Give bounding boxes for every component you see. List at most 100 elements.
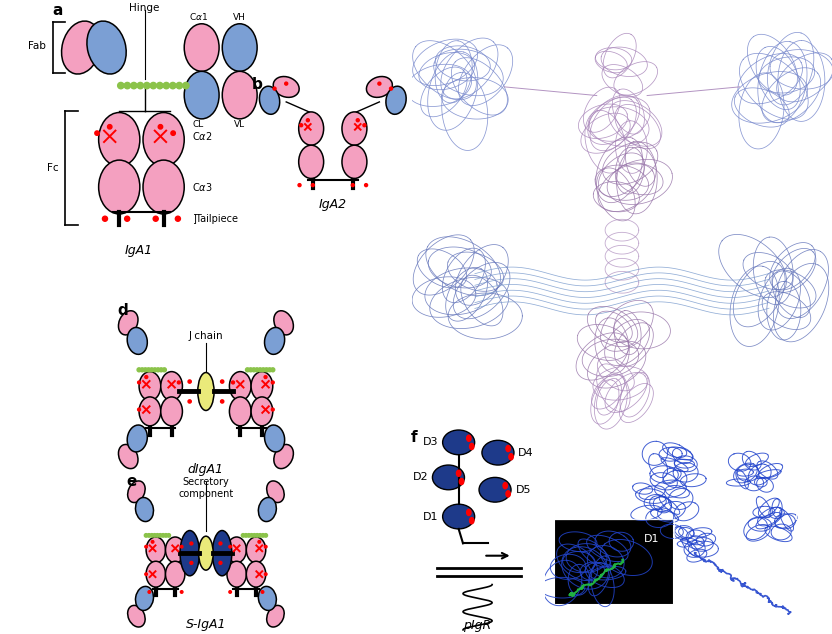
Ellipse shape (366, 77, 393, 98)
Ellipse shape (136, 498, 153, 522)
Ellipse shape (198, 373, 214, 410)
Text: D4: D4 (518, 448, 534, 458)
Text: b: b (251, 77, 262, 92)
Ellipse shape (180, 531, 200, 576)
Ellipse shape (62, 21, 101, 74)
Text: D3: D3 (666, 434, 682, 444)
Ellipse shape (274, 444, 294, 469)
Ellipse shape (482, 440, 514, 465)
Circle shape (102, 216, 107, 221)
Ellipse shape (386, 86, 406, 114)
Ellipse shape (251, 372, 273, 401)
Ellipse shape (479, 477, 511, 502)
Ellipse shape (222, 72, 257, 119)
Ellipse shape (146, 537, 166, 563)
Ellipse shape (251, 397, 273, 426)
Circle shape (148, 591, 151, 593)
Circle shape (255, 368, 259, 372)
Circle shape (163, 82, 170, 89)
Ellipse shape (199, 536, 213, 570)
Circle shape (356, 119, 359, 122)
Ellipse shape (260, 86, 280, 114)
Ellipse shape (443, 504, 474, 529)
Circle shape (306, 119, 310, 122)
Text: dIgA1: dIgA1 (188, 463, 224, 476)
Circle shape (137, 381, 141, 384)
Text: D3: D3 (423, 437, 438, 448)
Circle shape (506, 491, 510, 497)
Circle shape (247, 534, 250, 537)
Ellipse shape (433, 465, 464, 489)
Ellipse shape (139, 397, 161, 426)
Circle shape (265, 368, 269, 372)
Circle shape (156, 534, 159, 537)
Circle shape (261, 534, 265, 537)
Circle shape (143, 368, 147, 372)
Text: e: e (126, 474, 137, 489)
Ellipse shape (99, 160, 140, 214)
Circle shape (258, 368, 262, 372)
Circle shape (146, 368, 151, 372)
Ellipse shape (184, 72, 219, 119)
Circle shape (351, 184, 354, 186)
Circle shape (177, 381, 181, 384)
Circle shape (255, 534, 259, 537)
Text: D2: D2 (622, 493, 636, 503)
Ellipse shape (146, 561, 166, 587)
Ellipse shape (259, 498, 276, 522)
Circle shape (265, 545, 267, 548)
Ellipse shape (118, 444, 138, 469)
Circle shape (137, 368, 141, 372)
Circle shape (270, 368, 275, 372)
Ellipse shape (259, 586, 276, 611)
Ellipse shape (136, 586, 153, 611)
Ellipse shape (212, 531, 232, 576)
Circle shape (253, 534, 256, 537)
Circle shape (95, 131, 99, 136)
Circle shape (467, 435, 471, 441)
Circle shape (141, 368, 144, 372)
Circle shape (181, 591, 183, 593)
Text: C$\alpha$1: C$\alpha$1 (189, 11, 208, 22)
Text: D5: D5 (516, 485, 531, 495)
Circle shape (298, 184, 301, 186)
Circle shape (311, 184, 314, 186)
Ellipse shape (127, 605, 145, 627)
Text: S-IgA1: S-IgA1 (186, 618, 226, 631)
Text: Fc: Fc (47, 163, 59, 173)
Circle shape (188, 400, 191, 403)
Text: VL: VL (234, 120, 245, 129)
Circle shape (125, 216, 130, 221)
Text: f: f (411, 430, 417, 445)
Circle shape (176, 82, 182, 89)
Circle shape (145, 375, 148, 378)
Circle shape (261, 368, 265, 372)
Circle shape (124, 82, 131, 89)
Circle shape (459, 479, 463, 484)
Text: D2: D2 (413, 472, 428, 482)
Circle shape (363, 124, 366, 127)
Circle shape (181, 545, 183, 548)
Ellipse shape (139, 372, 161, 401)
Text: C$\alpha$3: C$\alpha$3 (192, 181, 213, 193)
Text: Hinge: Hinge (130, 3, 160, 13)
Ellipse shape (267, 481, 285, 503)
Text: c: c (424, 4, 433, 20)
Ellipse shape (299, 145, 324, 178)
Circle shape (264, 534, 268, 537)
Ellipse shape (227, 561, 246, 587)
Circle shape (364, 184, 368, 186)
Circle shape (378, 82, 381, 85)
Ellipse shape (161, 397, 182, 426)
Circle shape (244, 534, 248, 537)
Circle shape (265, 573, 267, 576)
Circle shape (249, 368, 253, 372)
Ellipse shape (127, 481, 145, 503)
Ellipse shape (143, 113, 184, 167)
Text: J chain: J chain (189, 331, 223, 341)
Ellipse shape (143, 160, 184, 214)
Circle shape (509, 454, 513, 460)
Ellipse shape (265, 327, 285, 354)
Circle shape (190, 562, 193, 564)
Circle shape (229, 591, 231, 593)
